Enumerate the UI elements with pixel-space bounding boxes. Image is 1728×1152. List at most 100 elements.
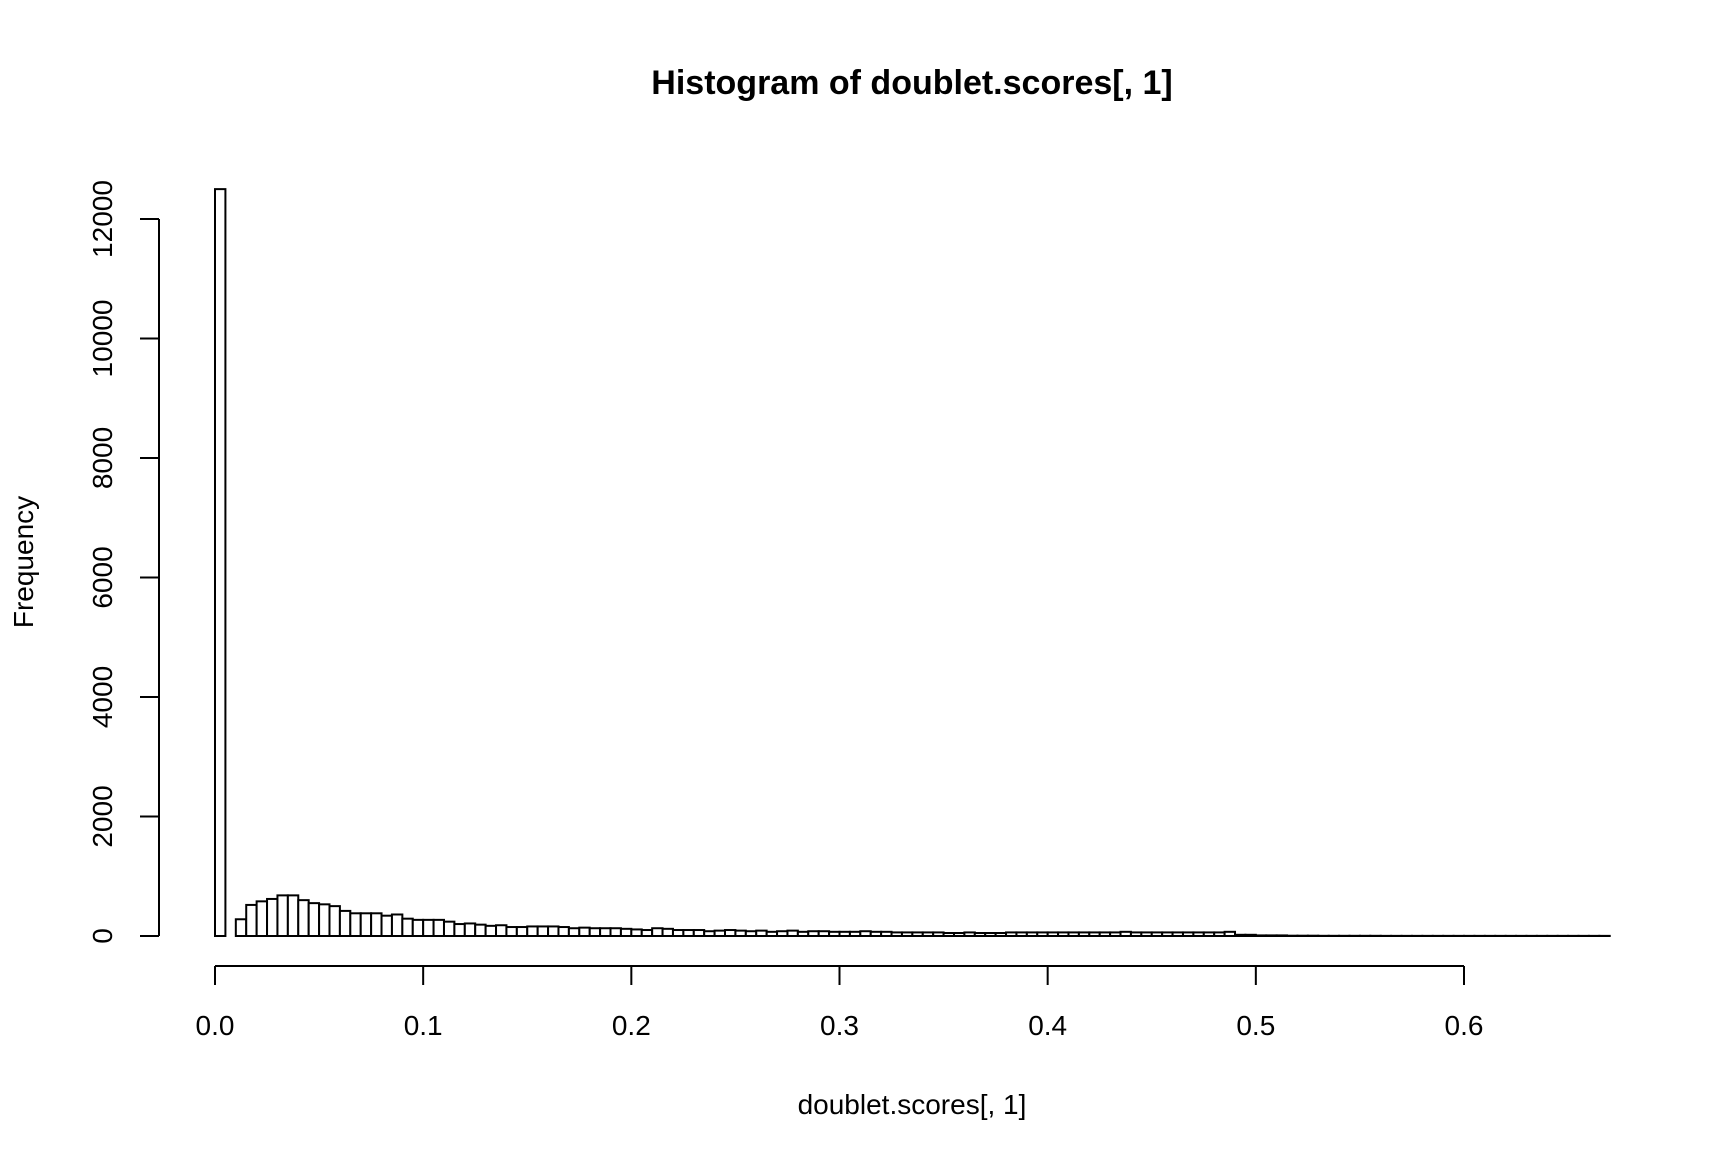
histogram-bar (848, 930, 862, 938)
histogram-bar (1223, 930, 1237, 938)
histogram-bar (1067, 931, 1080, 937)
histogram-bar (547, 925, 560, 938)
histogram-bar (973, 932, 987, 938)
histogram-bar (432, 918, 445, 937)
histogram-bar (651, 927, 664, 937)
histogram-bar (1088, 931, 1101, 937)
histogram-bar (1202, 931, 1216, 937)
histogram-bar (411, 918, 425, 937)
histogram-bar (286, 894, 300, 937)
histogram-bar (338, 909, 352, 938)
histogram-bar (1077, 931, 1091, 937)
histogram-bar (692, 929, 706, 938)
histogram-bar (380, 914, 393, 937)
y-tick-label: 2000 (87, 785, 118, 847)
histogram-bar (838, 930, 851, 938)
histogram-bar (515, 926, 529, 937)
histogram-bar (744, 930, 758, 937)
x-axis: 0.0 0.1 0.2 0.3 0.4 0.5 0.6 (196, 965, 1483, 1041)
histogram-bar (1244, 933, 1257, 937)
histogram-bar (755, 929, 768, 937)
histogram-bar (703, 930, 716, 937)
histogram-bar (1119, 930, 1132, 938)
histogram-bar (307, 902, 321, 938)
y-axis: 0 2000 4000 6000 8000 10000 12000 (87, 180, 160, 944)
x-axis-label: doublet.scores[, 1] (798, 1089, 1027, 1120)
histogram-bar (536, 925, 550, 938)
histogram-bar (1275, 934, 1289, 938)
histogram-bar (1046, 931, 1060, 937)
histogram-bar (817, 930, 831, 937)
histogram-bar (442, 920, 456, 937)
y-tick-label: 12000 (87, 180, 118, 258)
histogram-bar (1140, 931, 1153, 937)
histogram-bar (453, 923, 466, 937)
histogram-bar (567, 927, 581, 937)
histogram-bar (245, 903, 258, 937)
y-tick-label: 6000 (87, 546, 118, 608)
histogram-bar (786, 929, 799, 937)
histogram-bar (359, 912, 373, 937)
y-axis-label: Frequency (8, 496, 39, 628)
histogram-bar (619, 927, 633, 938)
y-tick-label: 0 (87, 928, 118, 944)
histogram-bar (370, 912, 383, 937)
histogram-bar (474, 923, 487, 938)
histogram-bar (1171, 931, 1184, 937)
histogram-bar (671, 929, 685, 938)
histogram-bar (932, 931, 945, 937)
histogram-bar (890, 931, 903, 937)
histogram-bar (1234, 933, 1247, 937)
histogram-bar (1036, 931, 1049, 937)
histogram-bar (276, 894, 289, 937)
histogram-bar (495, 924, 508, 937)
histogram-bar (1109, 931, 1122, 937)
histogram-bar (911, 931, 924, 937)
bars-group (214, 188, 1611, 938)
histogram-bar (266, 897, 279, 938)
histogram-bar (1161, 931, 1174, 937)
histogram-bar (921, 931, 935, 937)
histogram-bar (640, 929, 654, 938)
histogram-bar (1192, 931, 1205, 937)
histogram-bar (349, 912, 362, 937)
histogram-bar (234, 918, 248, 938)
histogram-bar (328, 905, 341, 937)
histogram-bar (994, 932, 1008, 938)
histogram-bar (390, 913, 404, 937)
histogram-bar (578, 926, 591, 938)
histogram-bar (1098, 931, 1112, 937)
histogram-bar (505, 926, 518, 937)
y-tick-label: 8000 (87, 427, 118, 489)
histogram-bar (318, 903, 331, 938)
histogram-bar (484, 924, 498, 938)
histogram-bar (557, 926, 570, 937)
histogram-bar (1265, 934, 1278, 938)
histogram-bar (526, 925, 539, 938)
histogram-bar (796, 930, 810, 938)
histogram-bar (724, 929, 737, 938)
x-tick-label: 0.5 (1236, 1010, 1275, 1041)
histogram-bar (859, 930, 872, 937)
x-tick-label: 0.1 (404, 1010, 443, 1041)
histogram-bar (765, 930, 779, 938)
histogram-bar (661, 927, 674, 938)
histogram-bar (255, 900, 269, 937)
histogram-bar (588, 927, 602, 937)
histogram-bar (828, 930, 841, 938)
histogram-bar (682, 929, 695, 938)
histogram-bar (1129, 931, 1143, 937)
histogram-bar (1015, 931, 1028, 937)
histogram-bar (1057, 931, 1070, 937)
histogram-bar (984, 932, 997, 938)
histogram-bar (630, 928, 643, 937)
y-tick-label: 4000 (87, 666, 118, 728)
histogram-bar (422, 918, 435, 937)
histogram-bar (942, 932, 955, 938)
histogram-bar (807, 930, 820, 937)
histogram-bar (1150, 931, 1164, 937)
histogram-bar (952, 932, 966, 938)
histogram-bar (776, 930, 789, 937)
histogram-bar (1213, 931, 1226, 937)
